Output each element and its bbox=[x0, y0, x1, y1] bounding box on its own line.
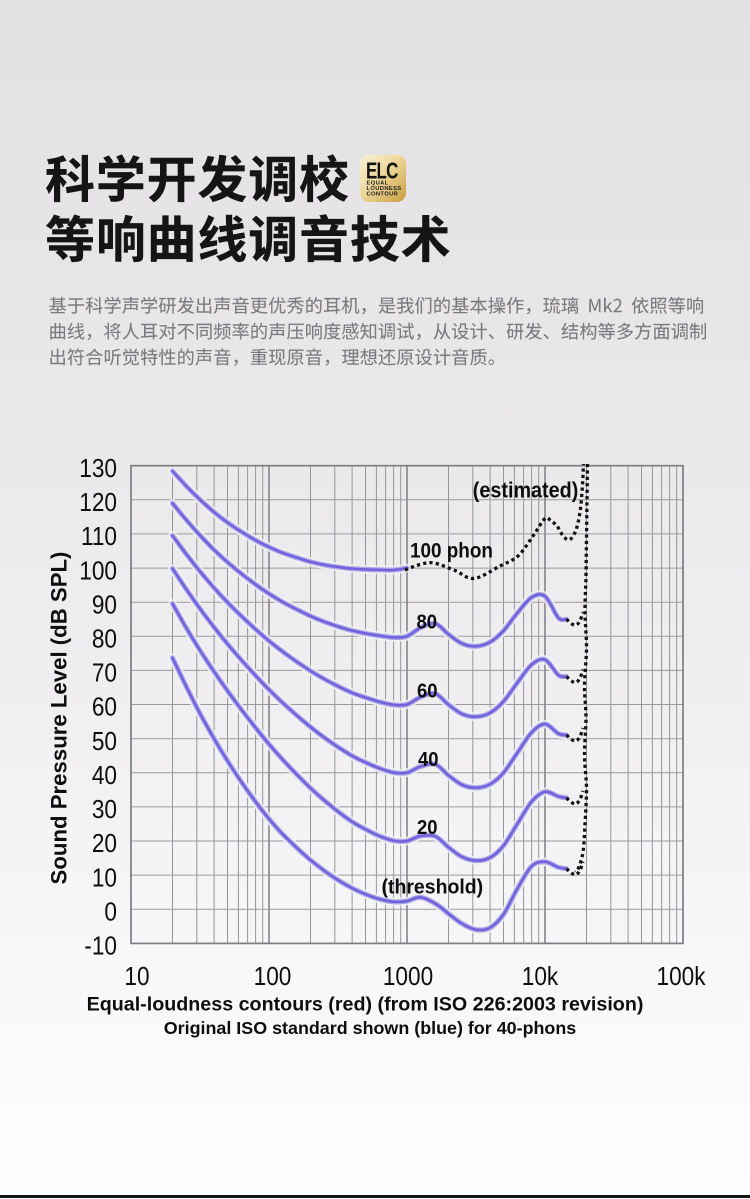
svg-text:30: 30 bbox=[92, 796, 117, 825]
svg-text:Sound Pressure Level (dB SPL): Sound Pressure Level (dB SPL) bbox=[47, 552, 72, 885]
svg-text:40: 40 bbox=[92, 762, 117, 791]
svg-text:0: 0 bbox=[104, 898, 117, 927]
svg-text:120: 120 bbox=[79, 489, 117, 518]
svg-text:10: 10 bbox=[92, 864, 117, 893]
svg-text:60: 60 bbox=[417, 679, 438, 702]
svg-text:80: 80 bbox=[417, 611, 438, 634]
svg-text:20: 20 bbox=[417, 816, 438, 839]
svg-text:70: 70 bbox=[92, 659, 117, 688]
svg-text:40: 40 bbox=[418, 748, 439, 771]
svg-text:1000: 1000 bbox=[383, 963, 433, 992]
svg-text:80: 80 bbox=[92, 625, 117, 654]
svg-text:130: 130 bbox=[79, 454, 117, 483]
svg-text:10k: 10k bbox=[522, 963, 559, 992]
svg-text:100k: 100k bbox=[656, 963, 706, 992]
svg-text:60: 60 bbox=[92, 693, 117, 722]
svg-text:(threshold): (threshold) bbox=[382, 876, 484, 899]
svg-text:Original ISO standard shown (b: Original ISO standard shown (blue) for 4… bbox=[164, 1018, 577, 1038]
svg-text:EQUAL: EQUAL bbox=[367, 180, 389, 186]
svg-text:10: 10 bbox=[124, 963, 149, 992]
svg-text:20: 20 bbox=[92, 830, 117, 859]
svg-text:ELC: ELC bbox=[366, 158, 399, 184]
svg-text:100: 100 bbox=[79, 557, 117, 586]
svg-text:90: 90 bbox=[92, 591, 117, 620]
svg-text:LOUDNESS: LOUDNESS bbox=[367, 186, 402, 192]
svg-text:110: 110 bbox=[81, 523, 117, 552]
svg-text:(estimated): (estimated) bbox=[473, 479, 579, 503]
svg-text:100 phon: 100 phon bbox=[410, 540, 493, 563]
svg-text:-10: -10 bbox=[84, 932, 117, 961]
svg-text:100: 100 bbox=[254, 963, 292, 992]
svg-text:Equal-loudness contours (red): Equal-loudness contours (red) (from ISO … bbox=[87, 994, 644, 1016]
svg-text:50: 50 bbox=[92, 727, 117, 756]
svg-text:CONTOUR: CONTOUR bbox=[367, 191, 399, 197]
